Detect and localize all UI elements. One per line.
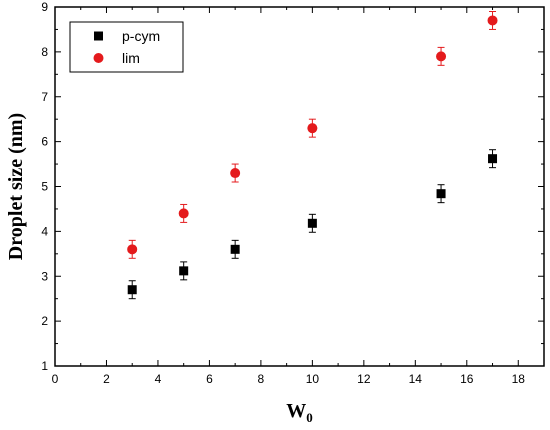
y-tick-label: 4 bbox=[41, 224, 48, 238]
x-tick-label: 10 bbox=[306, 372, 320, 386]
y-tick-label: 5 bbox=[41, 180, 48, 194]
marks-layer bbox=[127, 10, 498, 300]
x-axis-title: W0 bbox=[286, 400, 313, 425]
y-tick-label: 3 bbox=[41, 269, 48, 283]
plot-frame bbox=[54, 6, 545, 367]
x-axis-title-subscript: 0 bbox=[306, 410, 313, 425]
legend-box bbox=[69, 21, 184, 73]
x-tick-label: 14 bbox=[409, 372, 423, 386]
x-tick-label: 2 bbox=[103, 372, 110, 386]
x-tick-label: 0 bbox=[52, 372, 59, 386]
data-point-p-cym bbox=[127, 285, 137, 295]
x-axis-title-main: W bbox=[286, 400, 306, 422]
x-tick-label: 4 bbox=[155, 372, 162, 386]
y-tick-label: 6 bbox=[41, 135, 48, 149]
data-point-p-cym bbox=[436, 189, 446, 199]
x-tick-label: 8 bbox=[258, 372, 265, 386]
data-point-lim bbox=[178, 208, 189, 219]
x-tick-label: 18 bbox=[512, 372, 526, 386]
y-axis-title: Droplet size (nm) bbox=[5, 113, 27, 260]
y-tick-label: 8 bbox=[41, 45, 48, 59]
legend-marker-lim bbox=[93, 53, 104, 63]
y-tick-label: 9 bbox=[41, 0, 48, 14]
legend-marker-p-cym bbox=[94, 31, 103, 41]
data-point-p-cym bbox=[307, 218, 317, 228]
data-point-lim bbox=[487, 15, 498, 26]
legend: p-cym lim bbox=[69, 21, 184, 73]
data-point-p-cym bbox=[179, 266, 189, 276]
data-point-p-cym bbox=[488, 154, 498, 164]
legend-label-lim: lim bbox=[122, 50, 140, 66]
x-tick-label: 6 bbox=[206, 372, 213, 386]
legend-label-p-cym: p-cym bbox=[122, 28, 160, 44]
data-point-lim bbox=[307, 123, 318, 134]
data-point-lim bbox=[230, 168, 241, 179]
x-tick-label: 16 bbox=[460, 372, 474, 386]
data-point-lim bbox=[127, 244, 138, 255]
y-tick-label: 1 bbox=[41, 359, 48, 373]
x-tick-label: 12 bbox=[357, 372, 371, 386]
y-tick-label: 7 bbox=[41, 90, 48, 104]
data-point-lim bbox=[436, 51, 447, 62]
data-point-p-cym bbox=[230, 244, 240, 254]
y-tick-label: 2 bbox=[41, 314, 48, 328]
